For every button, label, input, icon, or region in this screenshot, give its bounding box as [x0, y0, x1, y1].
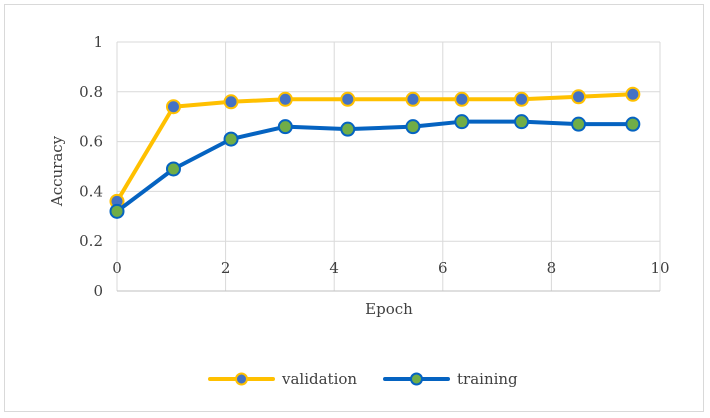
data-point-validation [405, 91, 421, 107]
data-point-training [405, 119, 421, 135]
y-tick-label: 1 [93, 33, 103, 51]
data-point-training [571, 116, 587, 132]
data-point-validation [514, 91, 530, 107]
series-layer [109, 86, 641, 219]
y-tick-label: 0.4 [79, 182, 103, 200]
x-tick-label: 8 [547, 259, 557, 277]
data-point-training [625, 116, 641, 132]
data-point-validation [165, 99, 181, 115]
data-point-validation [340, 91, 356, 107]
legend-label: training [457, 370, 518, 388]
data-point-training [277, 119, 293, 135]
series-line-validation [115, 92, 635, 204]
legend: validation training [208, 370, 518, 388]
chart-frame: 0 0.2 0.4 0.6 0.8 1 0 2 4 6 8 10 Epoch Accuracy va… [4, 4, 704, 412]
accuracy-chart: 0 0.2 0.4 0.6 0.8 1 0 2 4 6 8 10 Epoch Accuracy va… [48, 33, 670, 388]
legend-item-validation: validation [208, 370, 357, 388]
data-point-training [109, 203, 125, 219]
series-validation [109, 86, 641, 209]
x-tick-label: 0 [112, 259, 122, 277]
y-tick-label: 0 [93, 282, 103, 300]
y-axis-ticks: 0 0.2 0.4 0.6 0.8 1 [79, 33, 103, 300]
y-tick-label: 0.2 [79, 232, 103, 250]
data-point-validation [625, 86, 641, 102]
x-axis-ticks: 0 2 4 6 8 10 [112, 259, 669, 277]
data-point-validation [571, 89, 587, 105]
data-point-training [340, 121, 356, 137]
data-point-validation [223, 94, 239, 110]
x-tick-label: 6 [438, 259, 448, 277]
x-tick-label: 10 [650, 259, 669, 277]
y-tick-label: 0.6 [79, 133, 103, 151]
data-point-training [454, 114, 470, 130]
legend-label: validation [281, 370, 357, 388]
y-tick-label: 0.8 [79, 83, 103, 101]
series-training [109, 114, 641, 219]
data-point-training [223, 131, 239, 147]
x-tick-label: 4 [329, 259, 339, 277]
grid [116, 41, 661, 292]
legend-swatch-marker [235, 372, 248, 386]
legend-swatch-marker [410, 372, 423, 386]
x-tick-label: 2 [221, 259, 231, 277]
data-point-training [514, 114, 530, 130]
x-axis-label: Epoch [365, 300, 413, 318]
data-point-training [165, 161, 181, 177]
series-line-training [115, 119, 635, 214]
data-point-validation [454, 91, 470, 107]
y-axis-label: Accuracy [48, 135, 66, 207]
legend-item-training: training [383, 370, 518, 388]
data-point-validation [277, 91, 293, 107]
